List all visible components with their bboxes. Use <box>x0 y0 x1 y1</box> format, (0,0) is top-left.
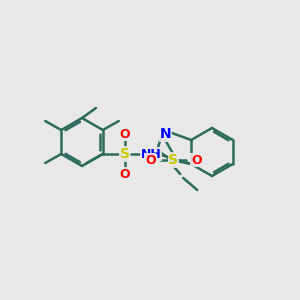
Text: O: O <box>119 128 130 140</box>
Text: S: S <box>168 153 178 167</box>
Text: S: S <box>120 147 130 161</box>
Text: N: N <box>159 127 171 141</box>
Text: O: O <box>191 154 202 166</box>
Text: O: O <box>145 154 155 166</box>
Text: O: O <box>119 167 130 181</box>
Text: NH: NH <box>140 148 161 160</box>
